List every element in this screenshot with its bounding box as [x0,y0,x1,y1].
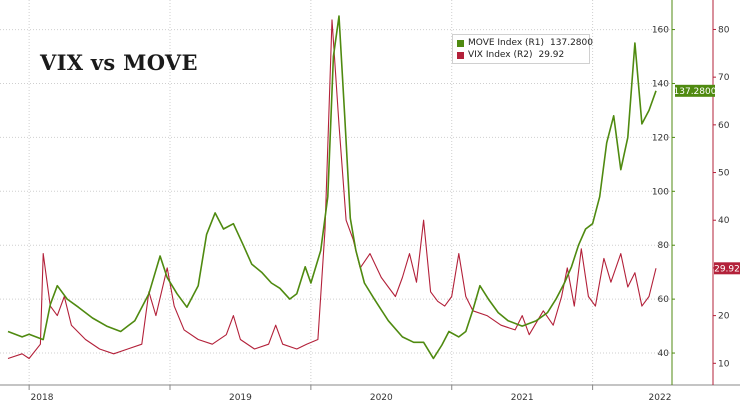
r1-tick-label: 100 [652,187,669,197]
legend-label-vix: VIX Index (R2) [468,50,533,60]
plot-background [0,0,672,385]
chart-legend: MOVE Index (R1) 137.2800 VIX Index (R2) … [452,34,593,64]
r1-tick-label: 80 [658,241,670,251]
badge-label: 29.92 [714,264,740,274]
chart-title: VIX vs MOVE [40,50,198,75]
x-tick-label: 2018 [31,393,54,403]
legend-value-move: 137.2800 [550,38,593,48]
r1-tick-label: 40 [658,349,670,359]
r2-tick-label: 20 [718,312,730,322]
r2-tick-label: 70 [718,73,730,83]
legend-swatch-move [457,39,464,47]
r2-tick-label: 10 [718,359,730,369]
r2-tick-label: 50 [718,169,730,179]
r1-tick-label: 120 [652,133,669,143]
r2-tick-label: 80 [718,25,730,35]
legend-item-vix: VIX Index (R2) 29.92 [457,49,585,61]
legend-swatch-vix [457,51,464,59]
legend-item-move: MOVE Index (R1) 137.2800 [457,37,593,49]
badge-background [714,262,740,275]
legend-value-vix: 29.92 [538,50,565,60]
r2-tick-label: 40 [718,216,730,226]
x-tick-label: 2021 [511,393,534,403]
move-index-line [7,15,657,360]
r1-tick-label: 60 [658,295,670,305]
vix-last-value-badge: 29.92 [714,262,740,275]
r1-tick-label: 140 [652,79,669,89]
move-last-value-badge: 137.2800 [674,84,717,97]
value-badges: 137.2800 29.92 [674,84,740,275]
x-tick-label: 2022 [649,393,672,403]
series-lines [7,15,657,360]
legend-label-move: MOVE Index (R1) [468,38,545,48]
r2-tick-label: 60 [718,121,730,131]
badge-background [675,84,715,97]
badge-label: 137.2800 [674,87,717,97]
x-tick-label: 2020 [370,393,393,403]
x-tick-label: 2019 [229,393,252,403]
r1-tick-label: 160 [652,26,669,36]
